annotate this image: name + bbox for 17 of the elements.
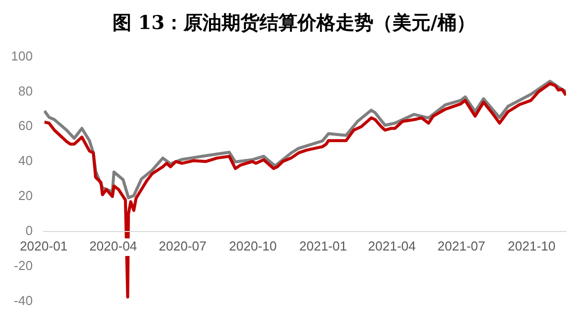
y-tick-label: -20: [14, 258, 33, 273]
x-tick-label: 2021-01: [299, 238, 348, 254]
y-tick-label: 20: [18, 188, 33, 204]
x-tick-label: 2020-07: [158, 238, 207, 254]
x-tick-label: 2020-10: [229, 238, 277, 254]
x-tick-label: 2021-04: [368, 238, 416, 254]
y-tick-label: 40: [18, 153, 33, 168]
x-tick-label: 2020-01: [20, 238, 68, 254]
x-tick-label: 2020-04: [89, 238, 138, 254]
y-tick-label: 0: [25, 222, 33, 238]
y-tick-label: -40: [14, 292, 33, 308]
x-tick-label: 2021-07: [438, 238, 486, 254]
chart-title: 图 13：原油期货结算价格走势（美元/桶）: [112, 11, 476, 36]
x-tick-label: 2021-10: [508, 238, 556, 254]
y-tick-label: 80: [18, 83, 33, 98]
y-tick-label: 100: [10, 48, 33, 64]
y-tick-label: 60: [18, 118, 33, 134]
